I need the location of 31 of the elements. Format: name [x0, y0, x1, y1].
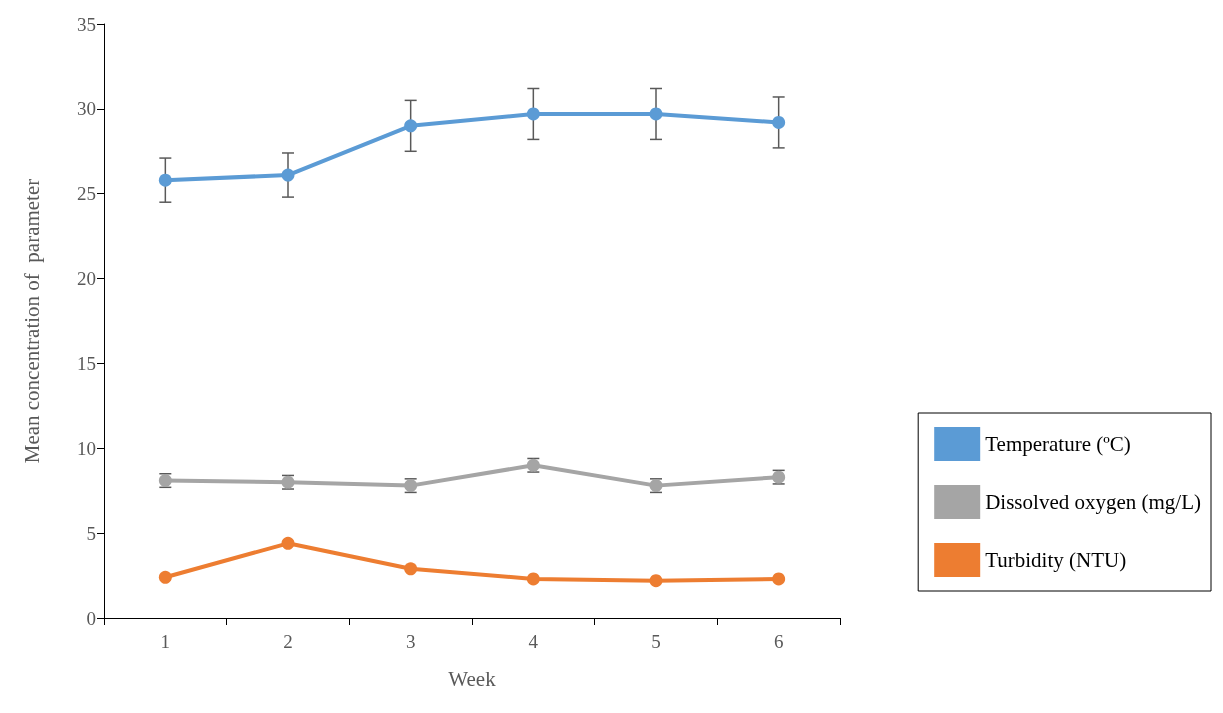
point	[404, 119, 418, 133]
point	[649, 574, 663, 588]
y-tick-label: 35	[77, 13, 96, 35]
point	[772, 115, 786, 129]
legend-label: Temperature (ºC)	[985, 432, 1131, 456]
legend-label: Dissolved oxygen (mg/L)	[985, 490, 1202, 514]
point	[281, 536, 295, 550]
x-tick-label: 6	[773, 631, 784, 652]
point	[404, 562, 418, 576]
point	[772, 572, 786, 586]
x-axis-title: Week	[448, 666, 497, 691]
legend-label: Turbidity (NTU)	[985, 548, 1127, 572]
x-tick-label: 2	[283, 631, 293, 652]
y-tick-label: 30	[77, 98, 96, 120]
point	[281, 168, 295, 182]
y-tick-label: 25	[77, 183, 96, 205]
y-axis-title: Mean concentration of parameter	[19, 178, 44, 464]
point	[526, 572, 540, 586]
point	[158, 173, 172, 187]
point	[649, 107, 663, 121]
y-tick-label: 10	[77, 437, 96, 459]
x-tick-label: 1	[160, 631, 171, 652]
x-tick-label: 4	[528, 631, 539, 652]
x-tick-label: 5	[651, 631, 661, 652]
x-tick-label: 3	[405, 631, 416, 652]
y-tick-label: 20	[77, 268, 96, 290]
point	[526, 107, 540, 121]
y-tick-label: 15	[77, 352, 96, 374]
y-tick-label: 5	[86, 522, 96, 544]
point	[158, 570, 172, 584]
y-tick-label: 0	[86, 607, 96, 629]
